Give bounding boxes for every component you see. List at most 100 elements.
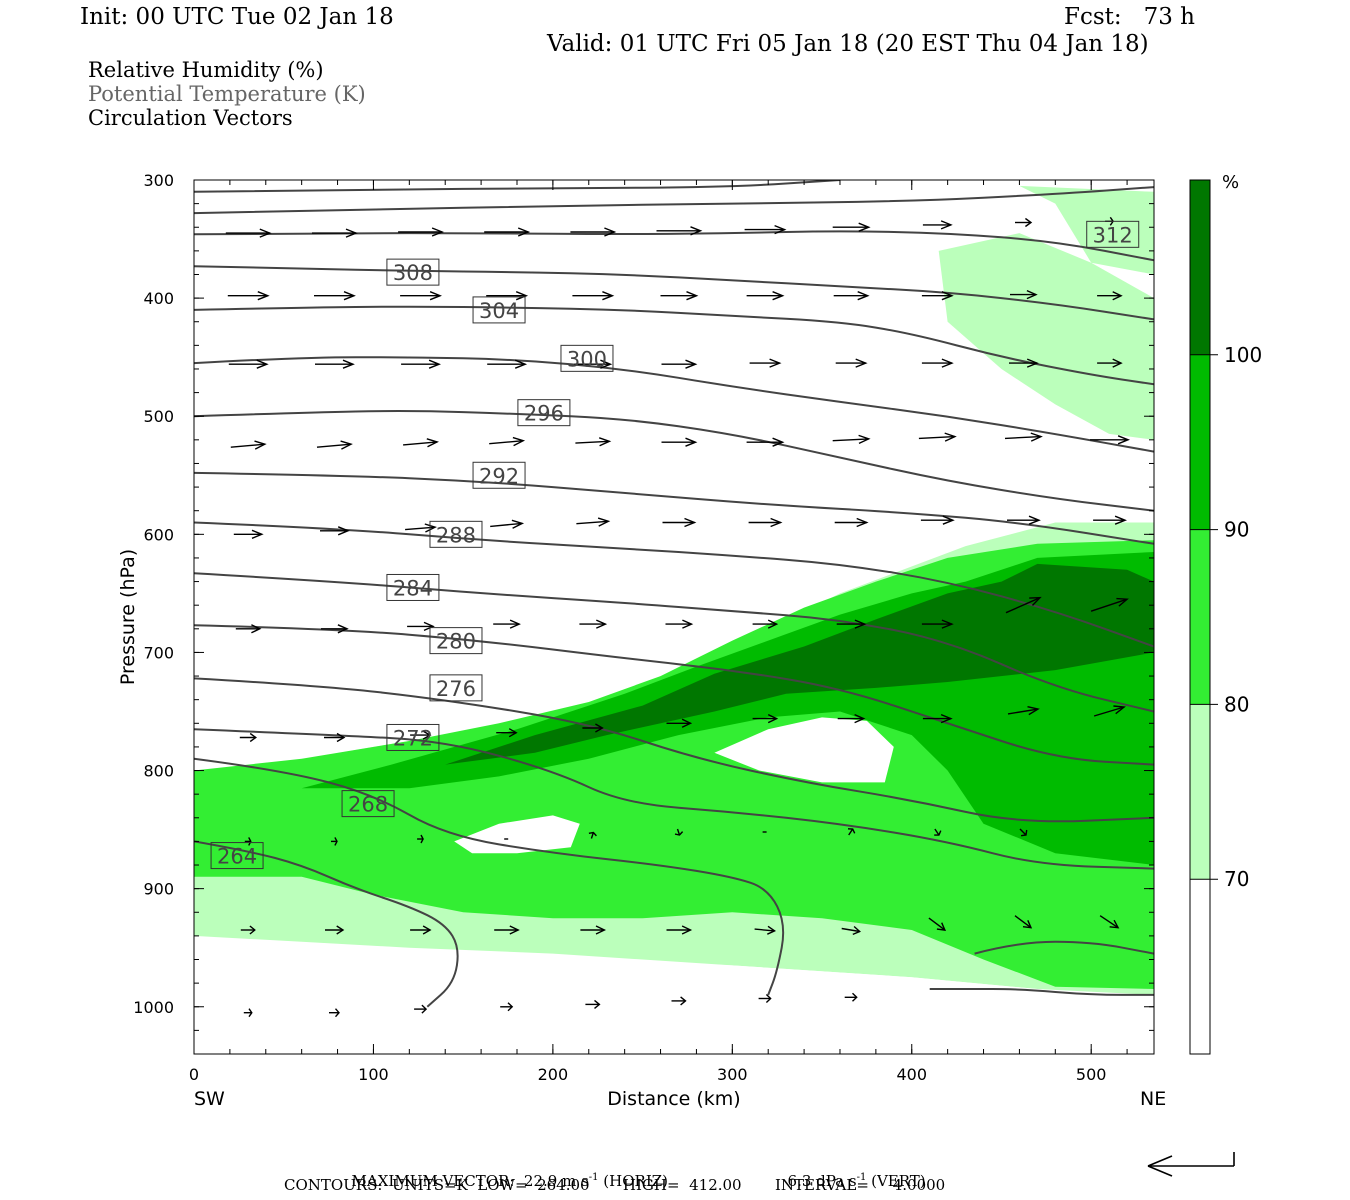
circulation-vector: [312, 228, 358, 238]
max-vertical-text: 6.3 dPa s-1 (VERT): [787, 1172, 926, 1190]
circulation-vector: [1007, 515, 1041, 525]
theta-contour-272: [194, 728, 1154, 870]
svg-text:268: 268: [348, 793, 388, 817]
circulation-vector: [574, 359, 613, 369]
circulation-vector: [921, 291, 954, 301]
circulation-vector: [405, 523, 437, 533]
field-vectors-label: Circulation Vectors: [88, 106, 293, 130]
y-tick-label: 900: [143, 880, 174, 899]
circulation-vector: [844, 992, 858, 1002]
circulation-vector: [582, 723, 604, 733]
ne-end-label: NE: [1140, 1088, 1166, 1110]
circulation-vector: [489, 436, 526, 447]
circulation-vector: [580, 925, 607, 935]
theta-label-276: 276: [429, 674, 483, 702]
x-tick-label: 500: [1076, 1065, 1107, 1084]
circulation-vector: [239, 732, 258, 743]
colorbar-swatch: [1190, 354, 1210, 530]
theta-contour-284: [194, 572, 1154, 713]
theta-label-292: 292: [472, 461, 526, 489]
svg-text:308: 308: [393, 261, 433, 285]
circulation-vector: [832, 222, 871, 232]
circulation-vector: [487, 359, 528, 369]
circulation-vector: [918, 432, 957, 442]
circulation-vector: [665, 619, 694, 629]
circulation-vector: [746, 291, 785, 301]
circulation-vector: [1090, 435, 1130, 445]
circulation-vector: [240, 925, 256, 935]
circulation-vector: [579, 619, 608, 629]
svg-text:280: 280: [436, 630, 476, 654]
circulation-vector: [928, 917, 947, 931]
circulation-vector: [570, 227, 617, 237]
rh-dry-region-2: [194, 953, 1154, 1054]
colorbar-level-label: 90: [1224, 518, 1249, 542]
field-rh-label: Relative Humidity (%): [88, 58, 324, 82]
circulation-vector: [400, 291, 442, 301]
svg-text:312: 312: [1093, 223, 1133, 247]
circulation-vector: [921, 358, 954, 368]
circulation-vector: [656, 226, 703, 236]
circulation-vector: [314, 291, 356, 301]
theta-contour-292: [194, 471, 1154, 545]
circulation-vector: [1014, 915, 1033, 929]
theta-label-268: 268: [341, 790, 395, 818]
circulation-vector: [243, 1008, 253, 1018]
theta-label-272: 272: [386, 723, 440, 751]
x-tick-label: 400: [896, 1065, 927, 1084]
theta-label-284: 284: [386, 573, 440, 601]
theta-contour-312: [194, 230, 1154, 262]
plot-frame: [193, 179, 1155, 1055]
circulation-vector: [585, 999, 601, 1009]
theta-contour-296: [194, 410, 1154, 512]
y-tick-label: 1000: [133, 998, 174, 1017]
theta-label-312: 312: [1086, 220, 1140, 248]
circulation-vector: [233, 529, 264, 539]
circulation-vector: [661, 359, 698, 369]
circulation-vector: [493, 619, 521, 629]
colorbar-swatch: [1190, 704, 1210, 880]
theta-contour-unlabeled-0: [194, 180, 841, 193]
circulation-vector: [661, 437, 698, 447]
reference-vector-icon: [1147, 1152, 1235, 1177]
y-axis-label: Pressure (hPa): [117, 549, 139, 685]
circulation-vector: [572, 291, 615, 301]
field-theta-label: Potential Temperature (K): [88, 82, 366, 106]
circulation-vector: [1010, 289, 1038, 300]
theta-contour-288: [194, 521, 1154, 648]
circulation-vector: [320, 526, 350, 536]
circulation-vector: [847, 828, 856, 836]
circulation-vector: [752, 713, 779, 724]
circulation-vector: [749, 358, 782, 368]
circulation-vector: [401, 359, 441, 369]
theta-contour-280: [194, 624, 1154, 766]
colorbar-frame: [1189, 179, 1211, 1055]
svg-text:288: 288: [436, 523, 476, 547]
theta-label-300: 300: [560, 344, 614, 372]
y-tick-label: 500: [143, 407, 174, 426]
circulation-vector: [403, 438, 439, 448]
circulation-vector: [746, 437, 785, 447]
svg-text:276: 276: [436, 677, 476, 701]
circulation-vector: [331, 837, 338, 846]
theta-label-264: 264: [210, 842, 264, 870]
x-axis-label: Distance (km): [607, 1088, 740, 1110]
theta-contour-unlabeled-1: [194, 186, 1154, 215]
circulation-vector: [235, 624, 262, 634]
circulation-vector: [486, 291, 529, 301]
circulation-vector: [1019, 828, 1028, 837]
circulation-vector: [494, 925, 520, 935]
theta-label-304: 304: [472, 296, 526, 324]
init-time: Init: 00 UTC Tue 02 Jan 18: [80, 4, 394, 30]
theta-contour-268: [194, 757, 785, 996]
circulation-vector: [1093, 705, 1126, 717]
svg-text:284: 284: [393, 576, 433, 600]
circulation-vector: [920, 515, 955, 525]
circulation-vector: [410, 730, 432, 740]
circulation-vector: [1015, 217, 1033, 228]
circulation-vector: [671, 996, 687, 1006]
theta-contour-unlabeled-2: [929, 988, 1154, 996]
circulation-vector: [329, 1008, 340, 1018]
valid-time: Valid: 01 UTC Fri 05 Jan 18 (20 EST Thu …: [547, 31, 1149, 57]
max-vector-text: MAXIMUM VECTOR: 22.9 m s-1 (HORIZ): [351, 1172, 669, 1190]
